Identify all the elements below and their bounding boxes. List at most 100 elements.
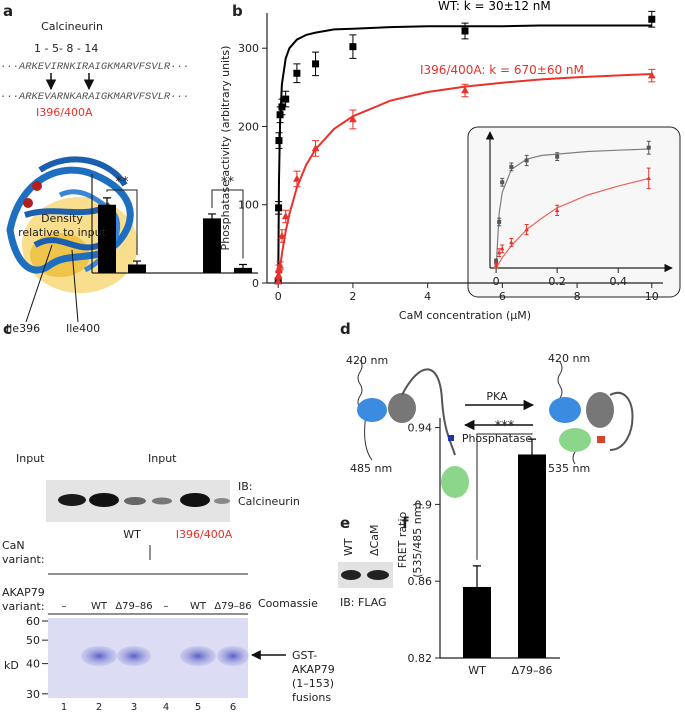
significance-bracket <box>476 433 533 560</box>
residue-label: Ile400 <box>66 322 100 335</box>
stain-label: Coomassie <box>258 597 318 610</box>
point <box>461 27 469 35</box>
point <box>493 263 499 268</box>
panel-label: b <box>232 2 243 20</box>
akap-variant-label: AKAP79 <box>2 586 45 599</box>
lane-number: 3 <box>131 702 137 713</box>
y-tick-label: 200 <box>238 120 259 133</box>
point <box>646 176 651 180</box>
blot-label: IB: <box>238 480 253 493</box>
panel-label: c <box>3 320 12 338</box>
lane-number: 2 <box>96 702 102 713</box>
x-tick-label: 0 <box>275 290 282 303</box>
mw-label: 50 <box>26 634 40 647</box>
point <box>276 261 284 269</box>
y-tick-label: 0.9 <box>415 498 433 511</box>
y-tick-label: 100 <box>238 199 259 212</box>
error-bar <box>133 260 141 268</box>
x-tick-label: 6 <box>499 290 506 303</box>
panel-label: e <box>340 514 350 532</box>
y-axis-label: relative to input <box>18 226 107 239</box>
x-tick-label: 0.2 <box>548 275 566 288</box>
significance-label: ** <box>116 175 130 190</box>
fret-diagram <box>357 359 634 498</box>
y-tick-label: 300 <box>238 42 259 55</box>
sequence: ···ARKEVIRNKIRAIGKMARVFSVLR··· <box>0 61 189 73</box>
significance-label: *** <box>495 419 515 434</box>
akap-variant: – <box>62 601 67 612</box>
fit-line <box>495 177 649 269</box>
x-tick-label: 0 <box>493 275 500 288</box>
forward-label: PKA <box>486 390 508 403</box>
lane-label: WT <box>342 538 355 556</box>
mw-label: 60 <box>26 615 40 628</box>
wavelength: 420 nm <box>346 354 388 367</box>
x-axis-label: CaM concentration (μM) <box>399 309 531 322</box>
wavelength: 485 nm <box>350 462 392 475</box>
point <box>500 180 505 185</box>
panel-label: f <box>402 514 409 532</box>
point <box>275 137 283 145</box>
point <box>647 71 656 79</box>
mutant-label: I396/400A <box>36 106 93 119</box>
bar <box>98 204 116 273</box>
y-tick-label: 0.86 <box>408 575 433 588</box>
significance-label: ** <box>221 175 235 190</box>
akap-variant: – <box>164 601 169 612</box>
coomassie-gel <box>48 618 249 698</box>
wavelength: 420 nm <box>548 352 590 365</box>
x-tick-label: 8 <box>574 290 581 303</box>
y-axis-label: Density <box>41 212 83 225</box>
band-label: fusions <box>292 691 331 704</box>
mw-label: 40 <box>26 658 40 671</box>
y-tick-label: 0 <box>252 277 259 290</box>
point <box>281 212 290 220</box>
lane-number: 1 <box>61 702 67 713</box>
y-axis-label: Phosphatase activity (arbitrary units) <box>219 46 232 251</box>
inset-frame <box>467 126 681 298</box>
error-bar <box>239 263 247 272</box>
point <box>646 145 651 150</box>
fit-line <box>495 148 649 269</box>
point <box>293 69 301 77</box>
point <box>293 174 301 182</box>
input-label: Input <box>148 452 177 465</box>
significance-bracket <box>211 189 244 259</box>
point <box>278 231 286 239</box>
lane-number: 4 <box>163 702 169 713</box>
akap-variant-label: variant: <box>2 600 45 613</box>
western-blot <box>338 562 393 588</box>
point <box>524 158 529 163</box>
akap-variant: WT <box>91 601 108 612</box>
point <box>496 250 502 255</box>
point <box>282 95 290 103</box>
point <box>275 204 283 212</box>
fit-line <box>277 24 652 284</box>
can-variant-label: variant: <box>2 553 45 566</box>
wavelength: 535 nm <box>548 462 590 475</box>
point <box>274 277 283 285</box>
error-bar <box>103 197 111 212</box>
band-label: GST- <box>292 649 317 662</box>
residue-label: Ile396 <box>6 322 40 335</box>
point <box>494 259 499 264</box>
panel-label: a <box>3 2 13 20</box>
point <box>509 240 514 244</box>
akap-variant: Δ79–86 <box>115 601 152 612</box>
point <box>311 144 320 152</box>
point <box>278 103 286 111</box>
mw-unit: kD <box>4 659 19 672</box>
can-variant-label: CaN <box>2 539 25 552</box>
bar <box>518 454 546 658</box>
point <box>461 86 469 94</box>
point <box>349 115 357 123</box>
band-label: (1–153) <box>292 677 334 690</box>
point <box>554 208 560 212</box>
lane-number: 6 <box>230 702 236 713</box>
x-tick-label: WT <box>468 664 486 677</box>
can-variant: WT <box>123 528 141 541</box>
input-label: Input <box>16 452 45 465</box>
x-tick-label: 10 <box>645 290 659 303</box>
x-tick-label: 4 <box>424 290 431 303</box>
